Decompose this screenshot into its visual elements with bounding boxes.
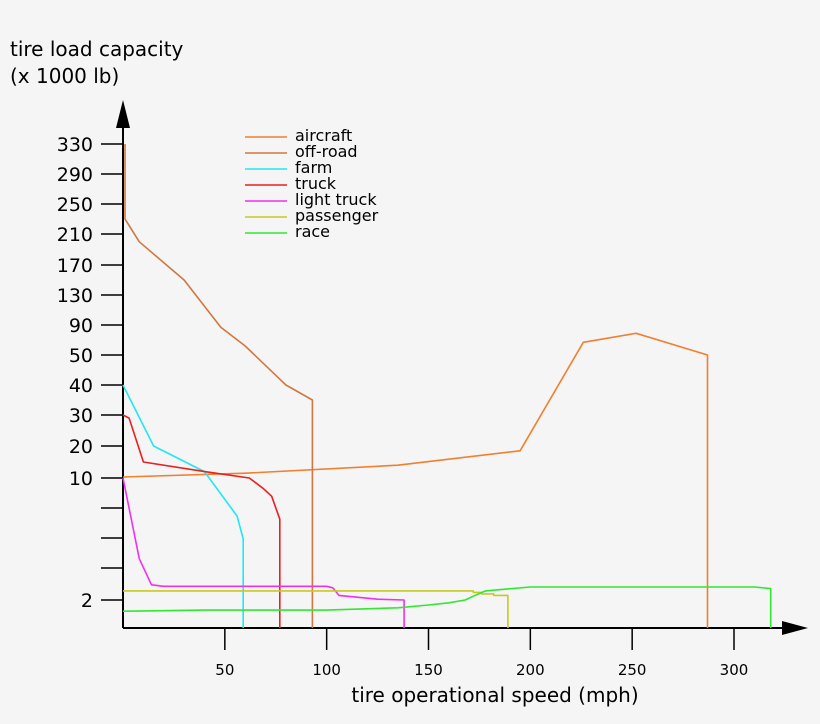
x-tick-label: 50: [215, 661, 234, 679]
legend-label: farm: [295, 158, 332, 177]
series-line-aircraft: [122, 332, 709, 628]
y-tick-label: 130: [57, 285, 93, 307]
series-line-truck: [122, 414, 281, 628]
x-tick-label: 100: [312, 661, 341, 679]
y-tick-label: 170: [57, 255, 93, 277]
legend-label: passenger: [295, 206, 379, 225]
y-axis-title-line1: tire load capacity: [10, 37, 184, 61]
y-tick-label: 330: [57, 134, 93, 156]
y-axis-arrow: [116, 100, 130, 128]
legend-label: race: [295, 222, 330, 241]
y-tick-label: 210: [57, 224, 93, 246]
y-tick-label: 2: [81, 590, 93, 612]
legend-label: light truck: [295, 190, 377, 209]
x-axis-title: tire operational speed (mph): [351, 683, 638, 707]
x-tick-label: 150: [414, 661, 443, 679]
y-tick-label: 30: [69, 405, 93, 427]
y-tick-label: 250: [57, 194, 93, 216]
legend-label: truck: [295, 174, 337, 193]
x-tick-label: 300: [720, 661, 749, 679]
x-ticks: 50 100 150 200 250 300: [215, 628, 748, 679]
y-tick-label: 40: [69, 375, 93, 397]
x-tick-label: 250: [618, 661, 647, 679]
y-tick-label: 20: [69, 436, 93, 458]
series-line-farm: [122, 384, 244, 628]
series-lines: [122, 144, 772, 628]
y-tick-label: 50: [69, 345, 93, 367]
y-tick-label: 290: [57, 164, 93, 186]
y-tick-label: 90: [69, 315, 93, 337]
series-line-light-truck: [122, 477, 405, 628]
series-line-passenger: [123, 590, 509, 628]
x-axis-arrow: [782, 621, 808, 635]
series-line-off-road: [124, 144, 314, 628]
x-tick-label: 200: [516, 661, 545, 679]
y-axis-title-line2: (x 1000 lb): [10, 64, 119, 88]
legend-label: aircraft: [295, 126, 352, 145]
y-ticks: 330 290 250 210 170 130 90 50 40 30 20 10 2: [57, 134, 123, 612]
y-tick-label: 10: [69, 468, 93, 490]
legend-label: off-road: [295, 142, 358, 161]
series-line-race: [122, 586, 772, 628]
